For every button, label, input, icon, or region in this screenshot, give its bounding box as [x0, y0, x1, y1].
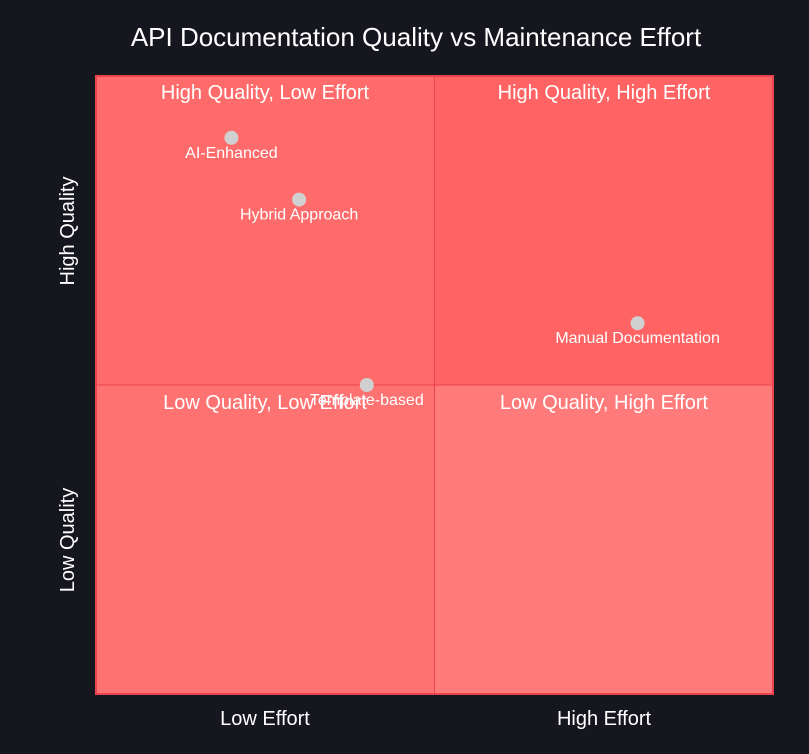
quadrant-label-top-right: High Quality, High Effort	[498, 82, 711, 104]
data-point-label: Manual Documentation	[555, 330, 720, 347]
data-point-label: AI-Enhanced	[185, 145, 278, 162]
y-axis-low-label: Low Quality	[57, 488, 79, 593]
x-axis-low-label: Low Effort	[220, 708, 310, 730]
data-point	[359, 378, 374, 392]
quadrant-backgrounds	[95, 75, 774, 695]
quadrant-label-bottom-left: Low Quality, Low Effort	[163, 392, 367, 414]
data-point	[224, 130, 239, 145]
data-point-label: Hybrid Approach	[240, 207, 358, 224]
quadrant-bottom-left	[96, 385, 435, 694]
data-point	[292, 192, 307, 207]
data-point	[630, 316, 645, 331]
quadrant-bottom-right	[434, 385, 773, 694]
quadrant-label-bottom-right: Low Quality, High Effort	[500, 392, 709, 414]
data-point-label: Template-based	[310, 392, 424, 409]
quadrant-label-top-left: High Quality, Low Effort	[161, 82, 370, 104]
quadrant-top-right	[434, 76, 773, 385]
x-axis-high-label: High Effort	[557, 708, 652, 730]
chart-title: API Documentation Quality vs Maintenance…	[131, 22, 702, 52]
y-axis-high-label: High Quality	[57, 177, 79, 286]
quadrant-top-left	[96, 76, 435, 385]
data-points: AI-Enhanced Hybrid Approach Manual Documen…	[185, 130, 720, 409]
